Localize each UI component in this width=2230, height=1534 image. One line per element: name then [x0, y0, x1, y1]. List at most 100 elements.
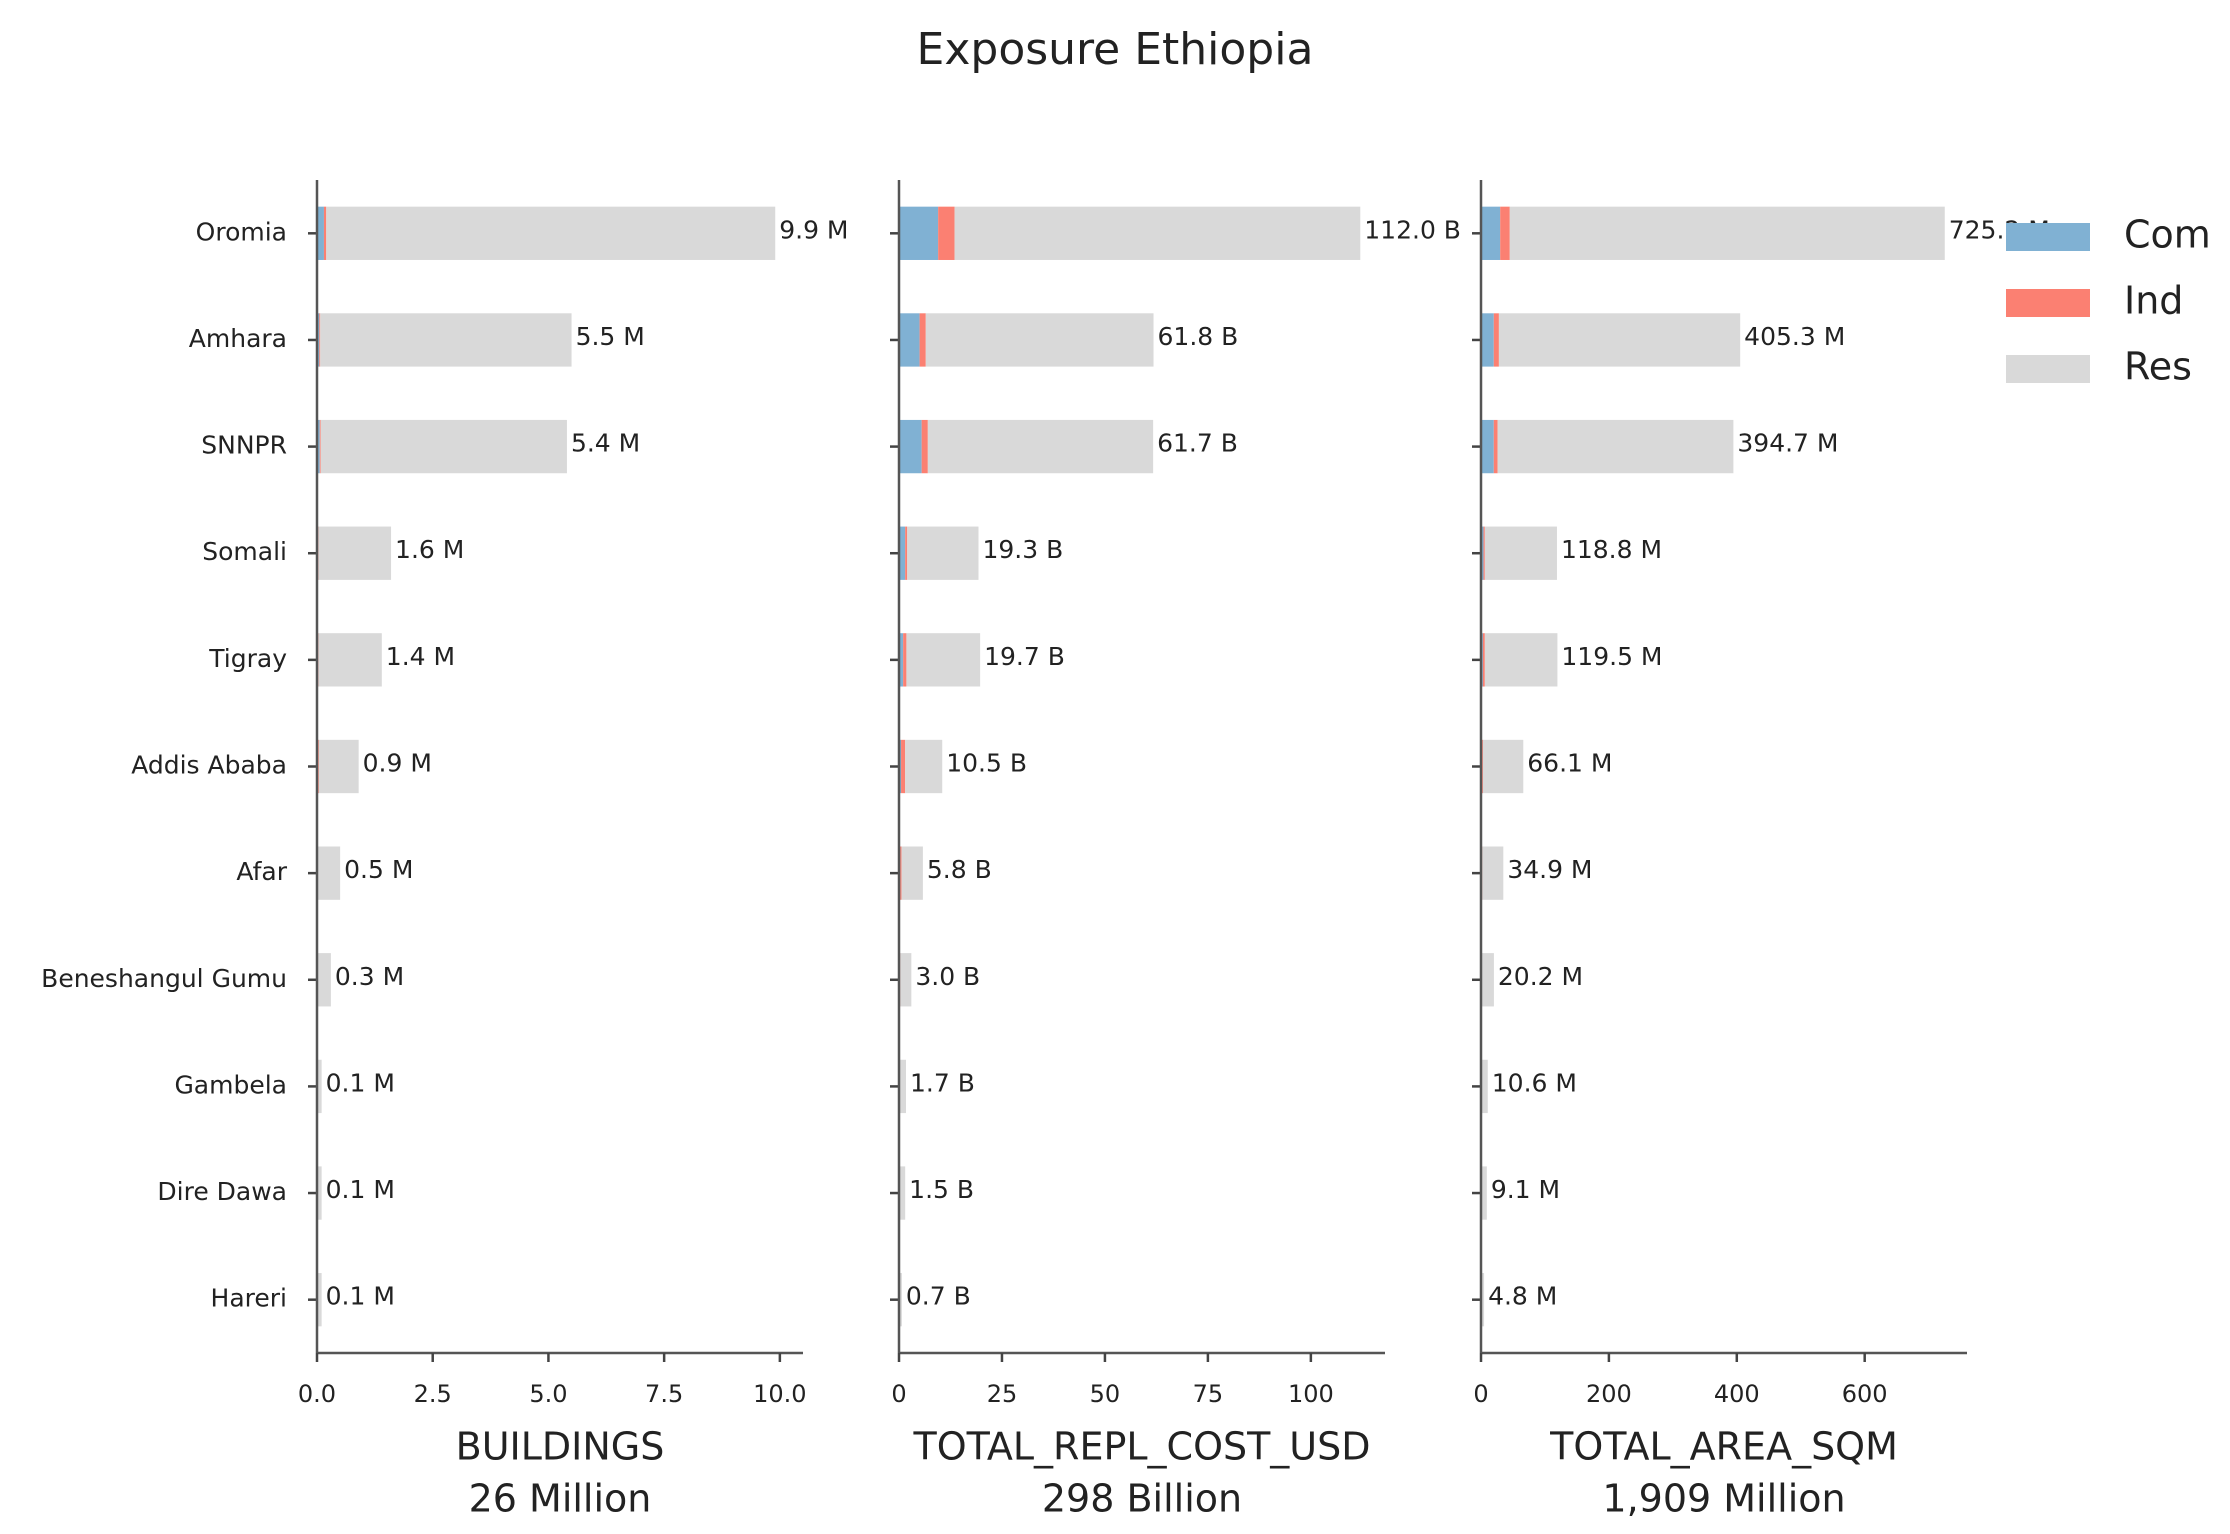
bar-segment	[1481, 526, 1484, 580]
y-tick-label: Hareri	[211, 1284, 287, 1313]
bar-segment	[901, 846, 923, 900]
bar-segment	[320, 419, 567, 474]
y-tick-label: Somali	[202, 537, 287, 566]
bar-segment	[317, 1166, 322, 1220]
x-axis-label: TOTAL_REPL_COST_USD	[912, 1425, 1370, 1469]
x-tick-label: 100	[1288, 1380, 1334, 1408]
bar-segment	[1509, 206, 1945, 260]
value-label: 0.5 M	[344, 855, 413, 884]
value-label: 0.1 M	[326, 1175, 395, 1204]
bar-segment	[1482, 633, 1485, 687]
value-label: 61.8 B	[1158, 322, 1239, 351]
legend-label: Com	[2124, 213, 2211, 257]
bar-segment	[319, 419, 321, 474]
bar-segment	[1481, 1059, 1488, 1114]
bar-segment	[906, 633, 981, 687]
value-label: 119.5 M	[1561, 642, 1662, 671]
value-label: 66.1 M	[1527, 749, 1612, 778]
x-axis-label: BUILDINGS	[456, 1425, 665, 1469]
y-tick-label: Dire Dawa	[157, 1177, 287, 1206]
bar-segment	[899, 419, 922, 474]
bar-segment	[1482, 846, 1504, 900]
bar-segment	[323, 206, 327, 260]
bar-segment	[317, 1273, 322, 1327]
value-label: 19.7 B	[984, 642, 1065, 671]
bar-segment	[318, 526, 392, 580]
value-label: 1.7 B	[910, 1068, 975, 1097]
bar-segment	[900, 846, 902, 900]
bar-segment	[319, 313, 321, 367]
bar-segment	[900, 953, 912, 1007]
x-axis-label: TOTAL_AREA_SQM	[1549, 1425, 1898, 1469]
bar-segment	[899, 206, 939, 260]
bar-segment	[317, 419, 320, 474]
bar-segment	[317, 953, 331, 1007]
bar-segment	[1481, 1273, 1485, 1327]
bar-segment	[1484, 633, 1558, 687]
value-label: 405.3 M	[1744, 322, 1845, 351]
x-tick-label: 10.0	[753, 1380, 806, 1408]
y-tick-label: Addis Ababa	[131, 751, 287, 780]
x-tick-label: 50	[1090, 1380, 1121, 1408]
bar-segment	[1497, 419, 1734, 474]
value-label: 19.3 B	[982, 535, 1063, 564]
y-tick-label: Gambela	[174, 1070, 287, 1099]
value-label: 10.6 M	[1492, 1068, 1577, 1097]
bar-segment	[320, 313, 572, 367]
value-label: 5.4 M	[571, 429, 640, 458]
bar-segment	[1481, 1166, 1487, 1220]
bar-segment	[907, 526, 979, 580]
x-tick-label: 5.0	[529, 1380, 567, 1408]
value-label: 394.7 M	[1737, 429, 1838, 458]
y-tick-label: Afar	[236, 857, 287, 886]
value-label: 1.5 B	[909, 1175, 974, 1204]
bar-segment	[1481, 206, 1501, 260]
bar-segment	[921, 419, 928, 474]
legend-swatch	[2006, 223, 2090, 251]
bar-segment	[1481, 313, 1494, 367]
bar-segment	[938, 206, 955, 260]
bar-segment	[1498, 313, 1741, 367]
value-label: 5.5 M	[576, 322, 645, 351]
value-label: 10.5 B	[946, 749, 1027, 778]
x-axis-total: 298 Billion	[1042, 1477, 1242, 1521]
bar-segment	[318, 739, 359, 794]
bar-segment	[317, 739, 319, 794]
bar-segment	[1493, 313, 1499, 367]
chart-title: Exposure Ethiopia	[917, 24, 1314, 75]
value-label: 0.9 M	[363, 749, 432, 778]
bar-segment	[899, 526, 906, 580]
y-tick-label: SNNPR	[201, 431, 287, 460]
x-tick-label: 600	[1842, 1380, 1888, 1408]
value-label: 1.6 M	[395, 535, 464, 564]
bar-segment	[927, 419, 1154, 474]
value-label: 1.4 M	[386, 642, 455, 671]
value-label: 0.7 B	[906, 1282, 971, 1311]
bar-segment	[1482, 739, 1524, 794]
bar-segment	[318, 633, 382, 687]
x-tick-label: 75	[1193, 1380, 1224, 1408]
value-label: 61.7 B	[1157, 429, 1238, 458]
x-tick-label: 0	[891, 1380, 906, 1408]
bar-segment	[317, 1059, 322, 1114]
value-label: 34.9 M	[1507, 855, 1592, 884]
x-axis-total: 1,909 Million	[1602, 1477, 1845, 1521]
x-tick-label: 7.5	[645, 1380, 683, 1408]
legend-swatch	[2006, 289, 2090, 317]
value-label: 118.8 M	[1561, 535, 1662, 564]
value-label: 4.8 M	[1488, 1282, 1557, 1311]
value-label: 5.8 B	[927, 855, 992, 884]
value-label: 20.2 M	[1498, 962, 1583, 991]
x-tick-label: 0	[1473, 1380, 1488, 1408]
x-tick-label: 25	[987, 1380, 1018, 1408]
bar-segment	[905, 739, 943, 794]
bar-segment	[1484, 526, 1557, 580]
y-tick-label: Oromia	[196, 217, 287, 246]
bar-segment	[1483, 526, 1485, 580]
y-tick-label: Amhara	[189, 324, 287, 353]
bar-segment	[1481, 953, 1494, 1007]
bar-segment	[1481, 739, 1483, 794]
bar-segment	[1493, 419, 1498, 474]
bar-segment	[899, 633, 904, 687]
